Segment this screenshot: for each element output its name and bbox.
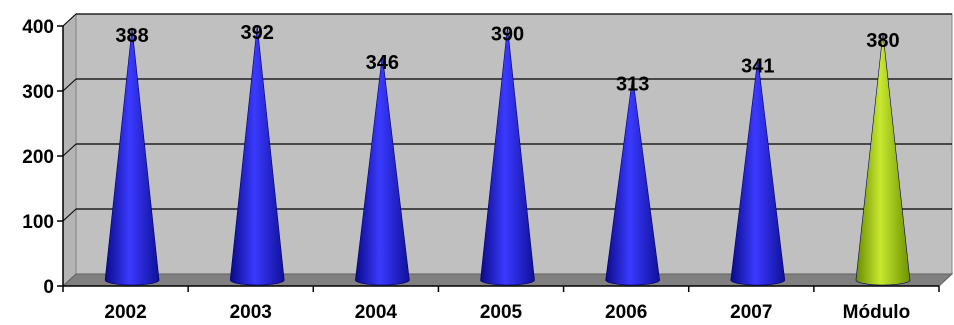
y-tick-label: 400: [22, 17, 54, 38]
x-tick-label: 2004: [355, 302, 398, 323]
cone-bar-body: [480, 26, 535, 286]
gridline-side: [62, 13, 77, 27]
cone-bar: [605, 76, 660, 286]
data-label: 313: [616, 74, 649, 96]
cone-bar-body: [730, 58, 786, 286]
y-axis: 0 100 200 300 400: [22, 17, 64, 298]
x-tick-label: 2005: [480, 302, 523, 323]
cone-bar: [229, 25, 285, 286]
y-tick-label: 300: [22, 82, 54, 103]
cone-bar-body: [855, 32, 911, 286]
cone-bar: [855, 32, 911, 286]
x-tick-label: Módulo: [843, 302, 911, 323]
data-label: 392: [241, 22, 274, 44]
cone-bar: [104, 27, 160, 286]
y-tick-label: 200: [22, 147, 54, 168]
x-tick-label: 2006: [605, 302, 647, 323]
data-label: 341: [741, 55, 774, 77]
cone-bar-body: [104, 27, 160, 286]
cone-bar-body: [229, 25, 285, 286]
gridline-side: [62, 78, 77, 92]
data-label: 346: [366, 52, 399, 74]
cone-bar: [480, 26, 535, 286]
data-label: 388: [115, 25, 148, 47]
x-tick-label: 2002: [104, 302, 146, 323]
y-tick-label: 0: [43, 277, 54, 298]
x-tick-label: 2003: [230, 302, 272, 323]
gridline-side: [62, 208, 77, 222]
x-tick-label: 2007: [730, 302, 772, 323]
bars: [104, 25, 911, 286]
data-label: 380: [866, 30, 899, 52]
x-axis: 2002 2003 2004 2005 2006 2007 Módulo: [62, 285, 940, 323]
cone-bar-body: [605, 76, 660, 286]
cone-bar-body: [355, 55, 410, 286]
cone-bar: [355, 55, 410, 286]
data-labels: 388 392 346 390 313 341 380: [115, 22, 899, 95]
y-tick-label: 100: [22, 212, 54, 233]
gridline-side: [62, 143, 77, 157]
data-label: 390: [491, 24, 524, 46]
cone-bar: [730, 58, 786, 286]
